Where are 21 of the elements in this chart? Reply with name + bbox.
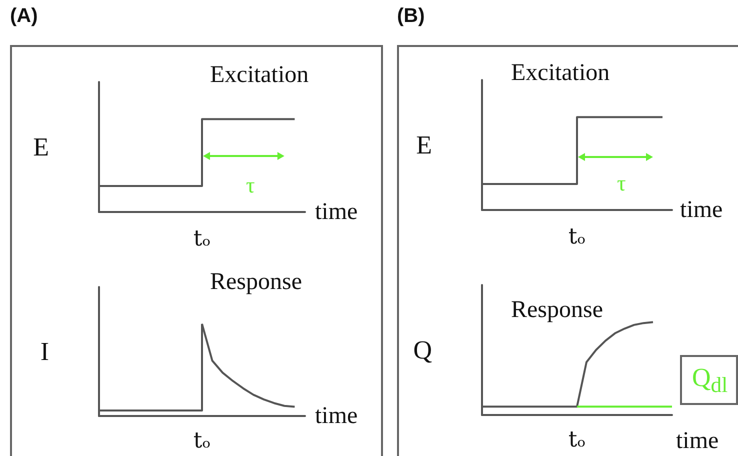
y-axis-title: E <box>33 132 49 162</box>
y-axis-title: Q <box>413 336 432 364</box>
y-axis-title: I <box>40 337 49 366</box>
x-axis-title: time <box>315 199 358 225</box>
x-axis-title: time <box>676 428 719 454</box>
text: tₒ <box>568 224 586 250</box>
text: tₒ <box>193 428 211 454</box>
text: tₒ <box>568 428 586 452</box>
text: (B) <box>397 5 425 27</box>
x-axis-title: time <box>680 197 723 223</box>
chart-title: Excitation <box>210 62 309 88</box>
text: tₒ <box>193 226 211 252</box>
chart-title: Response <box>511 297 603 323</box>
annotation: τ <box>246 172 255 198</box>
x-axis-title: time <box>315 403 358 429</box>
y-axis-title: E <box>416 130 432 160</box>
chart-title: Response <box>210 269 302 295</box>
series-label: Q$_{dl}$ <box>680 355 738 405</box>
text: (A) <box>10 5 38 27</box>
chart-title: Excitation <box>511 60 610 86</box>
annotation: τ <box>617 170 626 196</box>
